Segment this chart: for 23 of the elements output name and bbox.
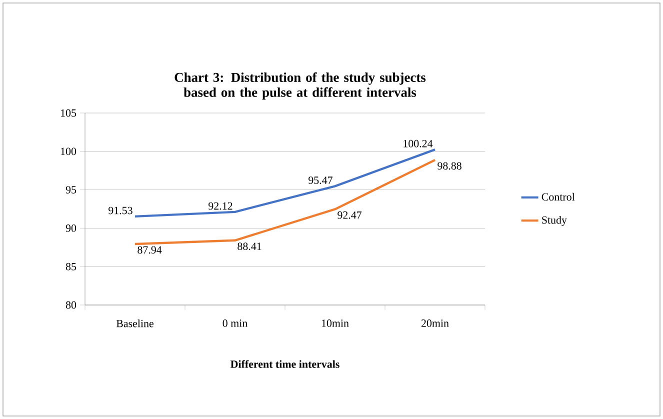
data-label: 92.12 <box>208 202 232 210</box>
legend-label: Control <box>542 192 575 201</box>
data-label: 98.88 <box>438 162 462 170</box>
data-label: 92.47 <box>338 211 362 219</box>
data-label: 88.41 <box>238 242 262 250</box>
y-tick-label: 100 <box>61 148 76 156</box>
x-tick-label: 10min <box>322 320 349 327</box>
y-tick-label: 85 <box>66 262 76 270</box>
chart-title: Chart 3: Distribution of the study subjects based on the pulse at different intervals <box>174 72 426 100</box>
x-tick-label: 20min <box>421 320 449 327</box>
y-tick-label: 80 <box>66 301 76 309</box>
y-tick-label: 105 <box>61 109 76 117</box>
data-label: 91.53 <box>108 206 132 214</box>
legend-label: Study <box>542 216 567 226</box>
x-axis-title: Different time intervals <box>230 360 340 368</box>
x-tick-label: Baseline <box>116 320 154 328</box>
data-label: 87.94 <box>138 246 162 254</box>
data-label: 100.24 <box>404 140 433 148</box>
x-tick-label: 0 min <box>222 320 248 327</box>
y-tick-label: 90 <box>66 224 76 232</box>
y-tick-label: 95 <box>66 186 76 194</box>
line-series <box>134 148 436 218</box>
data-label: 95.47 <box>308 176 332 184</box>
